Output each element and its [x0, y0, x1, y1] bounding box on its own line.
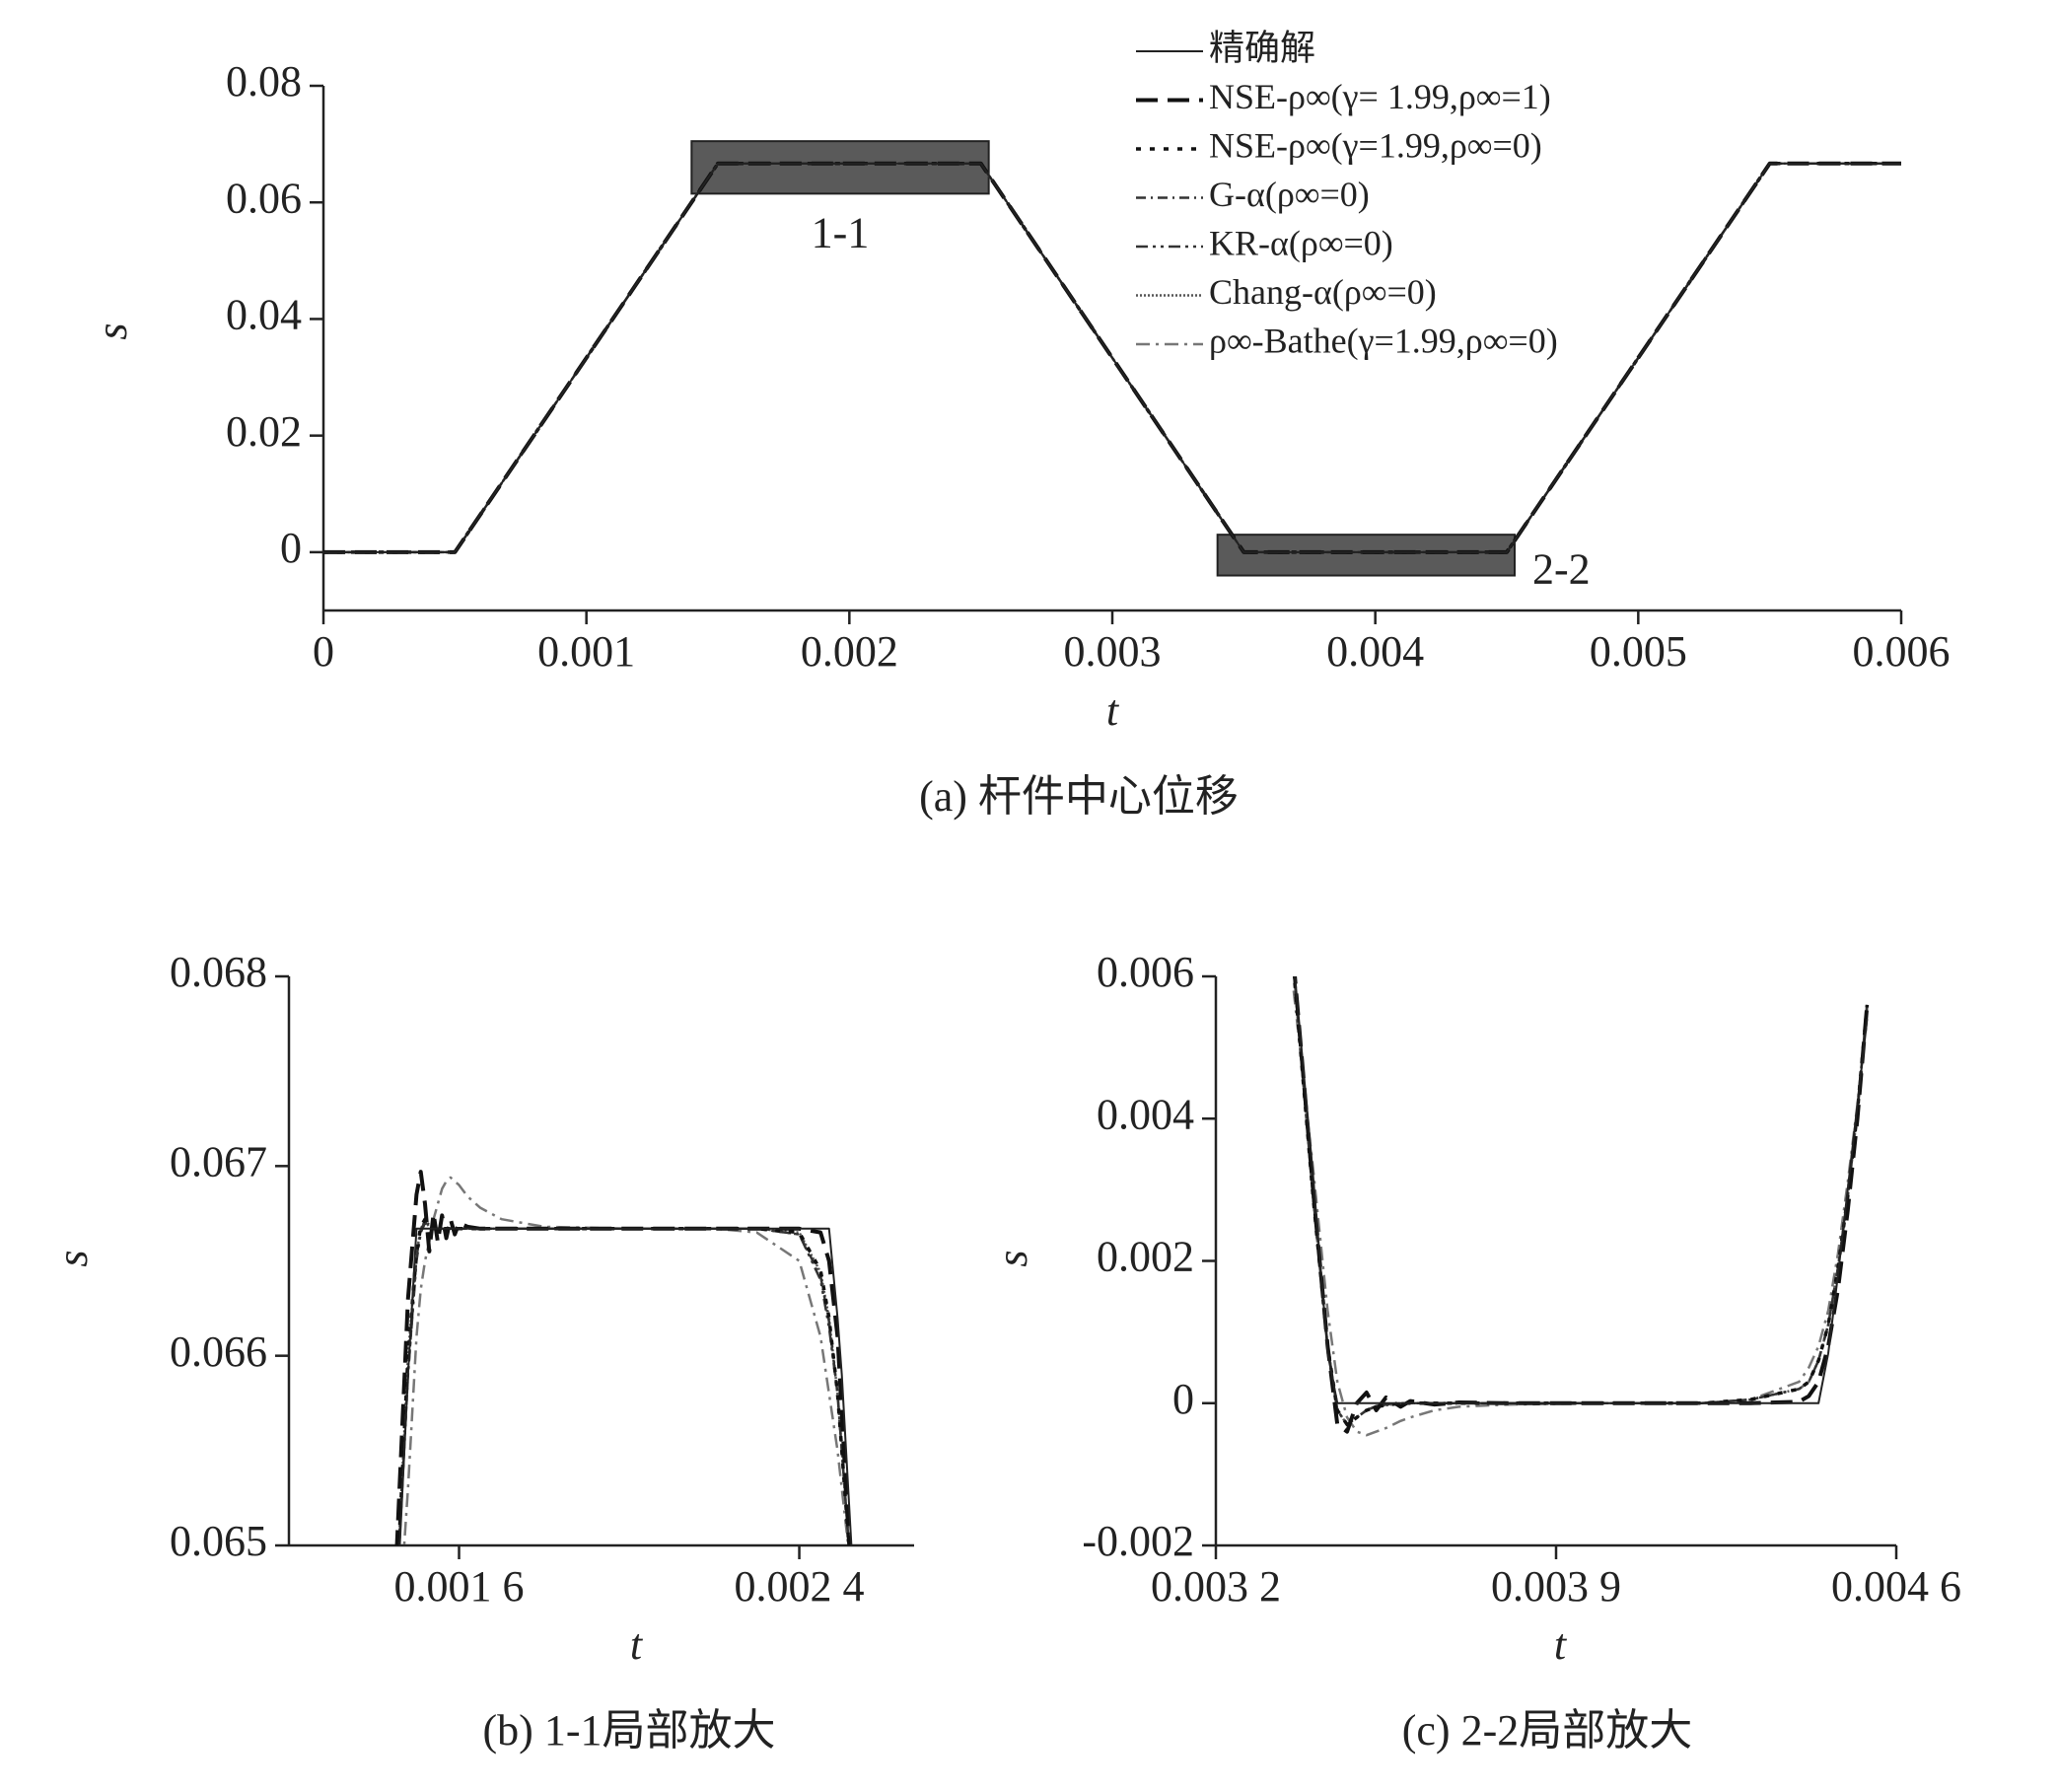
legend-label: NSE-ρ∞(γ=1.99,ρ∞=0) [1209, 125, 1542, 165]
x-axis-label: t [630, 1620, 644, 1669]
y-tick-label: 0.067 [170, 1137, 267, 1185]
series-line [323, 162, 1901, 553]
legend-label: NSE-ρ∞(γ= 1.99,ρ∞=1) [1209, 77, 1551, 116]
y-tick-label: -0.002 [1082, 1517, 1194, 1565]
y-tick-label: 0 [280, 524, 302, 572]
legend-label: 精确解 [1209, 28, 1315, 67]
x-tick-label: 0.004 [1326, 627, 1424, 676]
chart-panel: 1-1 2-2 0 0.02 0.04 0.06 0.08 0 0.001 0.002 0.003 0… [88, 28, 1950, 821]
series-line [1292, 990, 1869, 1437]
y-axis-label: s [88, 323, 136, 339]
x-axis-label: t [1554, 1620, 1568, 1669]
legend-label: Chang-α(ρ∞=0) [1209, 272, 1437, 312]
x-tick-label: 0.001 [537, 627, 635, 676]
chart-panel: 0.065 0.066 0.067 0.068 0.001 6 0.002 4 s t (b) … [48, 948, 914, 1755]
series-line [1292, 976, 1870, 1427]
y-tick-label: 0.08 [226, 57, 302, 106]
series-line [1293, 976, 1870, 1434]
zoom-region [1216, 534, 1516, 577]
y-tick-label: 0 [1172, 1375, 1194, 1423]
series-group [323, 161, 1901, 554]
series-line [1293, 976, 1869, 1426]
series-line [396, 1217, 851, 1545]
y-tick-label: 0.006 [1097, 948, 1194, 996]
series-group [1292, 976, 1870, 1437]
x-tick-label: 0.005 [1590, 627, 1687, 676]
caption: (a) 杆件中心位移 [919, 772, 1239, 821]
series-line [1293, 976, 1869, 1426]
region-label: 1-1 [812, 208, 870, 256]
y-tick-label: 0.004 [1097, 1090, 1194, 1138]
y-axis-label: s [48, 1250, 97, 1266]
x-tick-label: 0.002 [801, 627, 898, 676]
x-tick-label: 0.003 [1064, 627, 1162, 676]
x-tick-label: 0.003 2 [1151, 1562, 1281, 1611]
y-tick-label: 0.002 [1097, 1233, 1194, 1281]
y-axis-label: s [988, 1250, 1036, 1266]
y-tick-label: 0.068 [170, 948, 267, 996]
y-tick-label: 0.04 [226, 291, 302, 339]
x-tick-label: 0.001 6 [394, 1562, 525, 1611]
series-line [398, 1227, 853, 1545]
x-tick-label: 0.003 9 [1491, 1562, 1621, 1611]
series-line [1294, 976, 1869, 1404]
chart-panel: -0.002 0 0.002 0.004 0.006 0.003 2 0.003 9 0.00… [988, 948, 1961, 1755]
x-tick-label: 0.006 [1853, 627, 1951, 676]
x-axis-label: t [1106, 686, 1120, 735]
y-tick-label: 0.06 [226, 174, 302, 222]
series-line [1293, 976, 1869, 1426]
y-tick-label: 0.065 [170, 1517, 267, 1565]
caption: (c) 2-2局部放大 [1402, 1706, 1693, 1755]
caption: (b) 1-1局部放大 [483, 1706, 776, 1755]
region-label: 2-2 [1532, 545, 1591, 594]
y-tick-label: 0.066 [170, 1327, 267, 1376]
legend-label: KR-α(ρ∞=0) [1209, 223, 1393, 262]
y-tick-label: 0.02 [226, 407, 302, 456]
legend-label: G-α(ρ∞=0) [1209, 175, 1370, 214]
x-tick-label: 0 [313, 627, 334, 676]
series-group [394, 1170, 853, 1545]
x-tick-label: 0.004 6 [1831, 1562, 1961, 1611]
zoom-region [690, 140, 990, 195]
x-tick-label: 0.002 4 [735, 1562, 865, 1611]
legend-label: ρ∞-Bathe(γ=1.99,ρ∞=0) [1209, 321, 1558, 360]
legend: 精确解 NSE-ρ∞(γ= 1.99,ρ∞=1) NSE-ρ∞(γ=1.99,ρ∞=… [1136, 28, 1558, 360]
